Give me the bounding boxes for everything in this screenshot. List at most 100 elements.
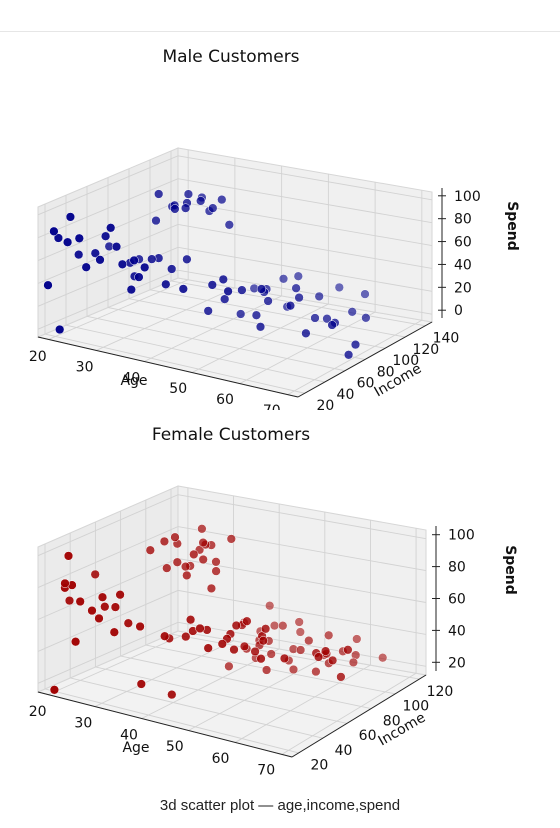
data-point <box>115 590 125 600</box>
data-point <box>126 284 136 295</box>
data-point <box>320 646 331 656</box>
z-tick-label: 40 <box>454 257 472 273</box>
data-point <box>224 220 234 230</box>
data-point <box>293 271 303 281</box>
data-point <box>231 620 241 631</box>
x-tick-labels: 20 30 40 50 60 70 <box>29 349 281 410</box>
data-point <box>167 689 177 700</box>
z-gridline <box>37 494 427 557</box>
y-tick-label: 120 <box>412 342 439 358</box>
data-point <box>203 306 213 316</box>
data-point <box>159 536 170 547</box>
x-tick-label: 30 <box>74 716 92 732</box>
x-axis-line <box>37 691 293 758</box>
x-tick-label: 30 <box>76 360 94 376</box>
data-point <box>81 262 91 272</box>
data-point <box>258 636 268 646</box>
data-point <box>154 189 164 199</box>
y-gridline <box>65 324 325 383</box>
data-point <box>181 631 191 642</box>
data-point <box>217 194 227 205</box>
data-point <box>195 623 205 634</box>
data-point <box>167 264 177 274</box>
y-tick-label: 100 <box>402 699 429 715</box>
data-point <box>106 223 116 233</box>
y-axis-line <box>291 674 427 758</box>
data-point <box>350 339 361 350</box>
y-axis-line <box>297 321 433 398</box>
data-point <box>224 661 234 671</box>
y-tick-label: 20 <box>316 398 334 410</box>
female-customers-chart: 20 30 40 50 60 70 20 40 60 80 100 120 20 40 60 80 100 Age… <box>0 420 560 780</box>
data-point <box>203 643 213 653</box>
z-tick-label: 20 <box>448 655 466 671</box>
data-point <box>294 292 304 303</box>
male-customers-chart: 2030405060702040608010012014002040608010… <box>0 40 560 410</box>
z-tick-label: 60 <box>454 235 472 251</box>
x-tick-label: 50 <box>169 381 187 397</box>
data-point <box>110 602 121 612</box>
male-customers-plot: 2030405060702040608010012014002040608010… <box>29 47 520 410</box>
x-tick-label: 20 <box>29 704 47 720</box>
data-point <box>90 569 100 580</box>
data-point <box>189 549 199 560</box>
data-point <box>310 313 320 323</box>
data-point <box>304 635 314 646</box>
data-point <box>378 653 388 663</box>
data-point <box>182 570 192 581</box>
data-point <box>161 279 171 289</box>
data-point <box>136 679 146 689</box>
data-point <box>134 272 144 282</box>
y-tick-label: 120 <box>427 684 454 700</box>
x-tick-label: 60 <box>216 392 234 408</box>
data-point <box>255 322 266 332</box>
scatter-points <box>49 524 388 700</box>
data-point <box>226 534 236 544</box>
data-point <box>239 641 250 652</box>
data-point <box>218 274 228 285</box>
data-point <box>198 554 208 565</box>
data-point <box>135 621 145 632</box>
x-gridline <box>234 664 371 743</box>
y-gridline <box>86 315 345 372</box>
data-point <box>265 601 275 611</box>
data-point <box>288 664 299 675</box>
data-point <box>162 563 172 573</box>
x-axis-label: Age <box>122 740 149 756</box>
data-point <box>285 301 296 311</box>
x-tick-label: 40 <box>122 370 140 386</box>
data-point <box>74 233 84 243</box>
y-tick-label: 140 <box>433 331 460 347</box>
data-point <box>140 262 150 273</box>
data-point <box>100 231 111 241</box>
data-point <box>94 613 104 624</box>
back-pane <box>177 147 433 323</box>
data-point <box>117 259 128 269</box>
y-gridline <box>120 655 372 710</box>
y-gridline <box>70 677 323 739</box>
scatter-points <box>43 189 371 360</box>
data-point <box>295 627 305 637</box>
y-tick-label: 100 <box>392 353 419 369</box>
data-point <box>220 294 230 304</box>
data-point <box>211 566 221 576</box>
data-point <box>336 672 346 682</box>
data-point <box>74 249 84 260</box>
z-tick-labels: 0 20 40 60 80 100 <box>438 189 481 319</box>
data-point <box>294 617 304 627</box>
data-point <box>100 602 110 612</box>
data-point <box>49 226 59 236</box>
data-point <box>147 254 157 264</box>
data-point <box>197 524 207 534</box>
data-point <box>123 618 133 628</box>
data-point <box>95 255 105 265</box>
y-gridline <box>170 633 420 680</box>
y-gridline <box>44 333 305 394</box>
data-point <box>111 242 122 252</box>
x-axis-line <box>37 336 299 398</box>
x-tick-labels: 20 30 40 50 60 70 <box>29 704 275 779</box>
z-tick-label: 100 <box>448 528 475 544</box>
z-tick-label: 20 <box>454 280 472 296</box>
data-point <box>263 296 273 306</box>
